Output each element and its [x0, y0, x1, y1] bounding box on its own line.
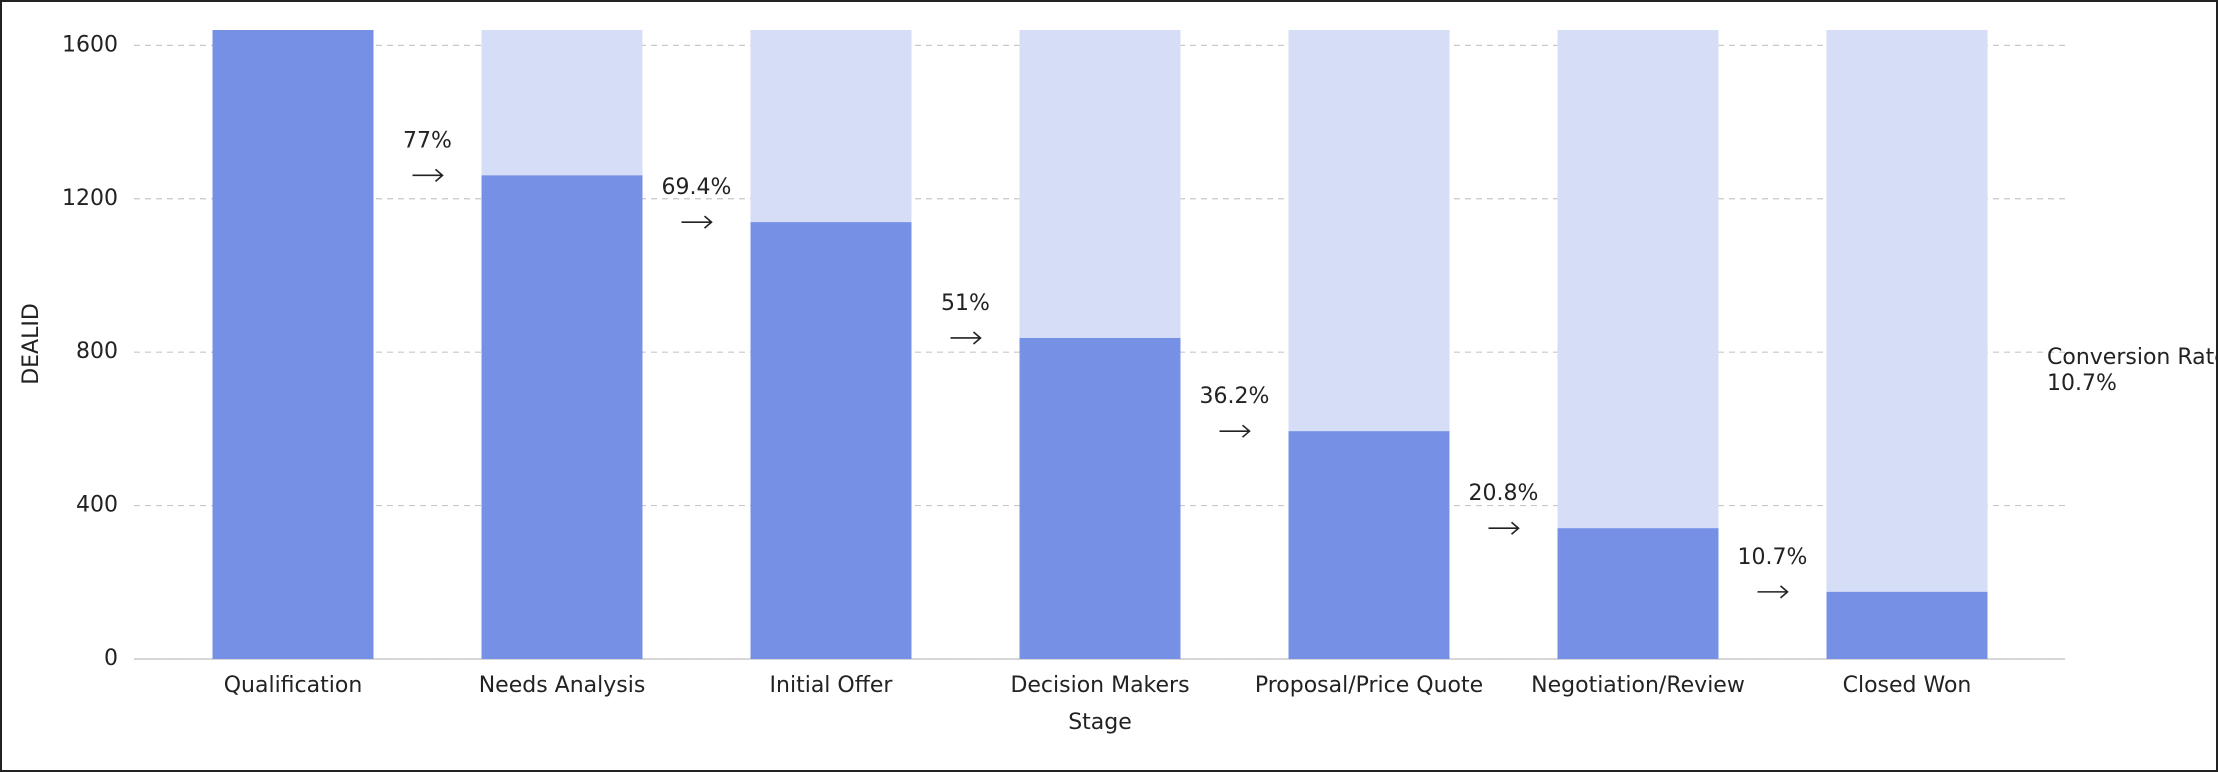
step-arrow — [1488, 521, 1520, 535]
step-arrow — [1757, 585, 1789, 599]
bar — [1826, 591, 1988, 659]
y-tick-label: 400 — [76, 493, 118, 518]
x-tick-label: Decision Makers — [1010, 673, 1189, 698]
bar-background — [1826, 30, 1988, 659]
step-label: 51% — [941, 291, 990, 316]
step-label: 20.8% — [1469, 481, 1539, 506]
x-tick-label: Negotiation/Review — [1531, 673, 1745, 698]
bar — [212, 30, 374, 659]
y-tick-label: 0 — [104, 646, 118, 671]
annotation: Conversion Rate: — [2047, 345, 2218, 370]
step-label: 77% — [403, 128, 452, 153]
y-tick-label: 800 — [76, 339, 118, 364]
step-label: 10.7% — [1738, 545, 1808, 570]
x-tick-label: Closed Won — [1843, 673, 1972, 698]
x-tick-label: Qualification — [224, 673, 363, 698]
x-tick-label: Initial Offer — [770, 673, 894, 698]
bar — [750, 222, 912, 659]
step-label: 36.2% — [1200, 384, 1270, 409]
bar — [1557, 528, 1719, 659]
step-arrow — [681, 215, 713, 229]
bar — [481, 175, 643, 660]
step-arrow — [1219, 424, 1251, 438]
annotation: 10.7% — [2047, 371, 2117, 396]
x-tick-label: Needs Analysis — [479, 673, 646, 698]
x-tick-label: Proposal/Price Quote — [1255, 673, 1483, 698]
step-arrow — [950, 331, 982, 345]
y-tick-label: 1600 — [62, 32, 118, 57]
bar — [1019, 337, 1181, 659]
step-label: 69.4% — [662, 175, 732, 200]
y-tick-label: 1200 — [62, 186, 118, 211]
y-axis-label: DEALID — [19, 303, 44, 385]
x-axis-label: Stage — [1068, 710, 1132, 735]
step-arrow — [412, 168, 444, 182]
bar — [1288, 431, 1450, 659]
